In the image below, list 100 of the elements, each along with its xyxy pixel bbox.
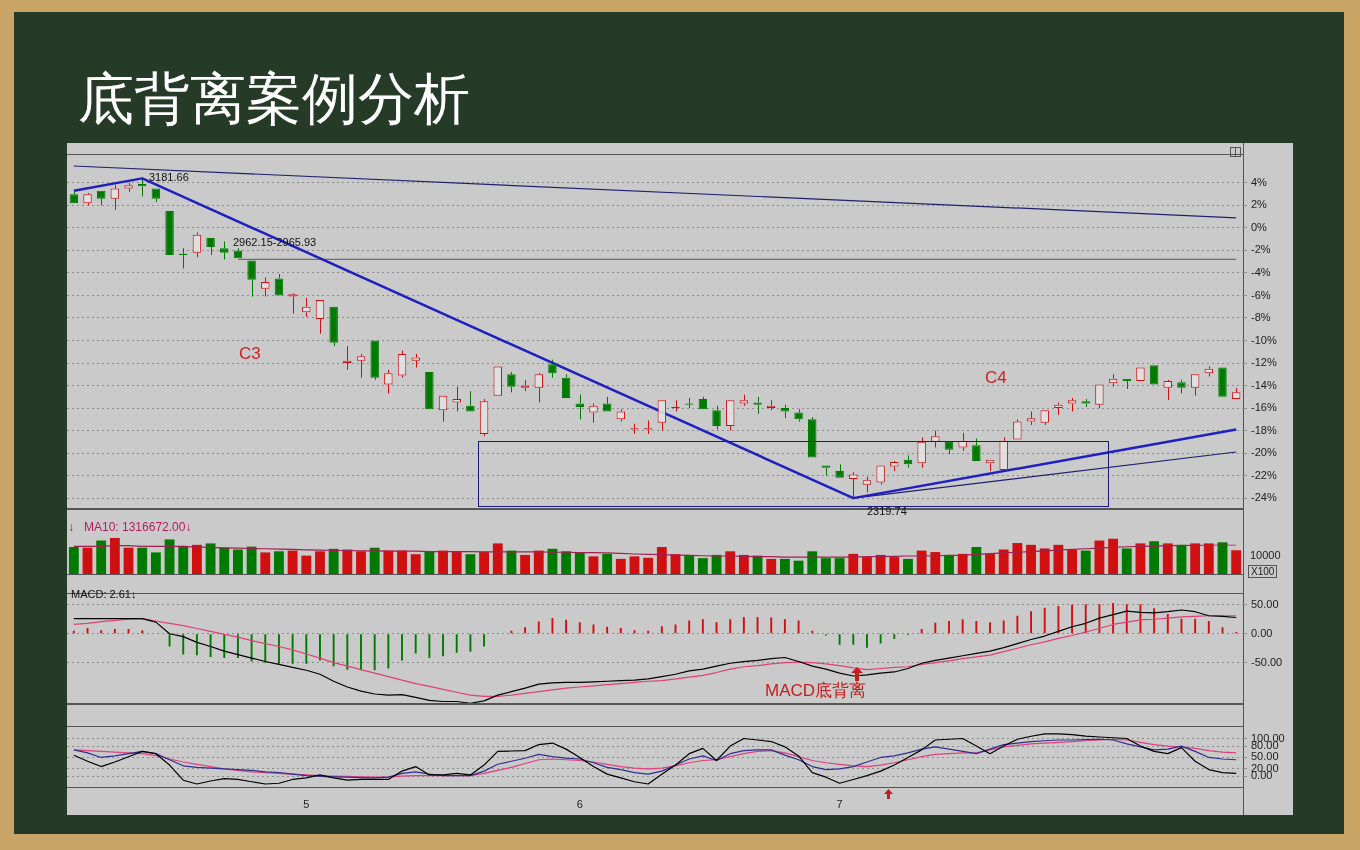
bar xyxy=(889,557,900,574)
y-tick-label: -18% xyxy=(1251,423,1277,436)
bar xyxy=(1012,543,1023,574)
annotation: 3181.66 xyxy=(149,171,189,184)
candlestick xyxy=(917,436,926,469)
y-tick-label: -20% xyxy=(1251,446,1277,459)
bar xyxy=(1135,543,1146,574)
y-tick-label: -6% xyxy=(1251,288,1271,301)
bar xyxy=(315,551,325,574)
y-tick-label: -16% xyxy=(1251,401,1277,414)
bar xyxy=(862,557,872,574)
bar xyxy=(725,551,736,574)
candlestick xyxy=(151,188,161,203)
bar xyxy=(971,547,982,574)
candlestick xyxy=(1013,418,1022,440)
candlestick xyxy=(370,340,379,381)
y-tick-label: -8% xyxy=(1251,311,1271,324)
bar xyxy=(588,556,599,574)
candlestick xyxy=(220,240,229,260)
bar xyxy=(123,547,134,574)
y-tick-label: 50.00 xyxy=(1251,597,1279,610)
bar xyxy=(916,550,927,574)
bar xyxy=(246,546,257,574)
bar xyxy=(1080,550,1091,574)
text: X100 xyxy=(1248,565,1278,578)
candlestick xyxy=(192,231,202,258)
y-tick-label: 50.00 xyxy=(1251,750,1279,763)
bar xyxy=(821,558,831,574)
candlestick xyxy=(835,463,844,478)
y-tick-label: -12% xyxy=(1251,356,1277,369)
y-tick-label: 4% xyxy=(1251,175,1268,188)
bar xyxy=(643,557,654,574)
bar xyxy=(492,543,503,574)
y-tick-label: -24% xyxy=(1251,491,1277,504)
candlestick xyxy=(288,294,297,314)
chart-title: 底背离案例分析 xyxy=(78,67,470,130)
annotation: C4 xyxy=(985,368,1007,388)
bar xyxy=(410,554,421,574)
bar xyxy=(369,547,380,574)
bar xyxy=(96,540,107,574)
candlestick xyxy=(753,396,762,415)
candlestick xyxy=(999,436,1008,470)
y-tick-label: -10% xyxy=(1251,333,1277,346)
bar xyxy=(342,549,353,574)
bar xyxy=(561,551,572,574)
bar xyxy=(903,558,913,574)
bar xyxy=(684,554,695,574)
bar xyxy=(574,552,585,574)
bar xyxy=(233,549,243,574)
text: ↓ xyxy=(68,520,74,535)
bar xyxy=(533,550,544,574)
bar xyxy=(356,551,366,574)
annotation: MACD底背离 xyxy=(765,681,867,701)
candlestick xyxy=(110,184,120,211)
bar xyxy=(1203,543,1214,574)
bar xyxy=(1039,548,1050,574)
candlestick xyxy=(261,276,270,298)
bar xyxy=(697,558,708,574)
bar xyxy=(205,543,216,574)
bar xyxy=(1231,550,1242,574)
y-tick-label: -4% xyxy=(1251,265,1271,278)
bar xyxy=(301,555,312,574)
bar xyxy=(383,550,394,574)
bar xyxy=(998,549,1009,574)
candlestick xyxy=(411,353,420,369)
bar xyxy=(191,544,202,574)
bar xyxy=(109,538,120,574)
annotation: C3 xyxy=(239,344,261,364)
x-tick-label: 5 xyxy=(303,798,310,811)
bar xyxy=(1162,543,1173,574)
text: 10000 xyxy=(1250,549,1281,562)
bar xyxy=(629,556,640,574)
candlestick xyxy=(862,476,872,494)
bar xyxy=(520,554,531,574)
bar xyxy=(438,550,448,574)
bar xyxy=(930,552,941,574)
bar xyxy=(465,554,476,574)
bar xyxy=(985,553,995,574)
bar xyxy=(875,554,886,574)
candlestick xyxy=(1095,384,1104,409)
bar xyxy=(793,560,804,574)
bar xyxy=(274,551,284,574)
bar xyxy=(1094,540,1105,574)
candlestick xyxy=(233,247,243,259)
bar xyxy=(260,552,271,574)
bar xyxy=(397,550,407,574)
bar xyxy=(1053,544,1064,574)
y-tick-label: -22% xyxy=(1251,468,1277,481)
candlestick xyxy=(1067,397,1077,412)
bar xyxy=(615,558,626,574)
bar xyxy=(82,547,93,574)
candlestick xyxy=(561,373,571,398)
bar xyxy=(178,545,189,574)
bar xyxy=(1121,548,1132,574)
bar xyxy=(328,548,339,574)
candlestick xyxy=(808,416,817,458)
bar xyxy=(766,558,777,574)
y-tick-label: -50.00 xyxy=(1251,655,1283,668)
candlestick xyxy=(69,191,79,204)
bar xyxy=(68,547,79,574)
